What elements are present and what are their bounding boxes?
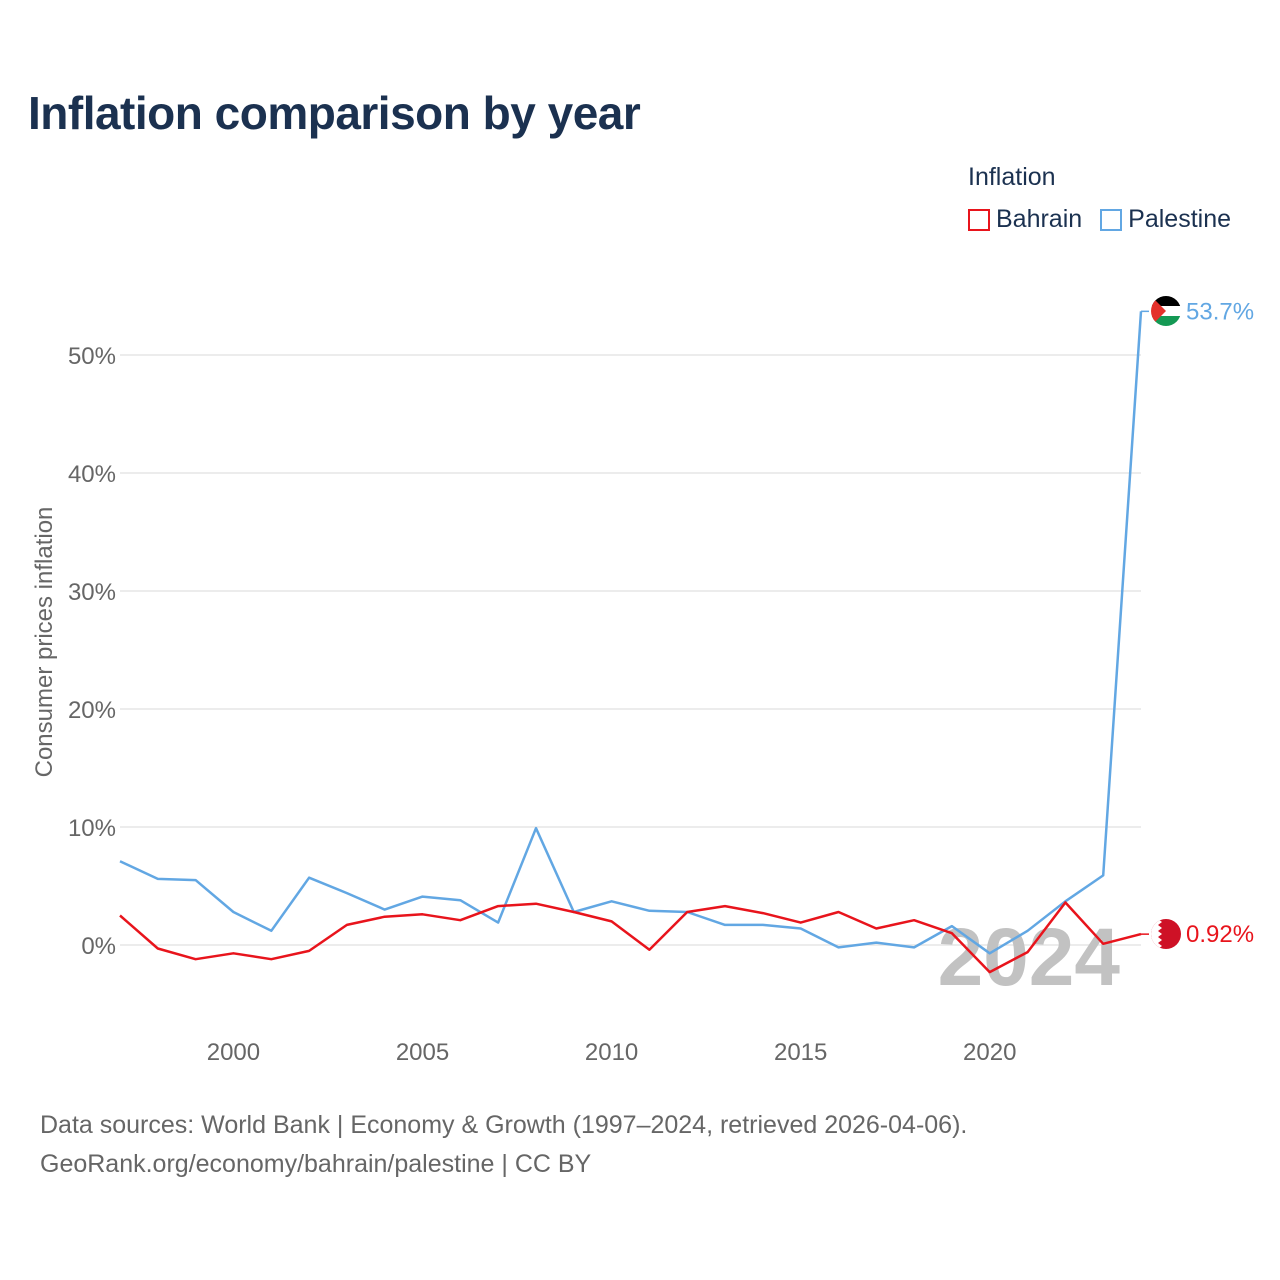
x-tick-label: 2005 xyxy=(396,1039,449,1066)
y-tick-label: 0% xyxy=(81,933,116,960)
footer: Data sources: World Bank | Economy & Gro… xyxy=(40,1106,967,1184)
x-tick-label: 2010 xyxy=(585,1039,638,1066)
x-tick-label: 2020 xyxy=(963,1039,1016,1066)
end-label-bahrain: 0.92% xyxy=(1186,921,1254,948)
legend-item-palestine[interactable]: Palestine xyxy=(1100,205,1231,234)
legend-item-bahrain[interactable]: Bahrain xyxy=(968,205,1082,234)
end-label-palestine: 53.7% xyxy=(1186,298,1254,325)
chart-title: Inflation comparison by year xyxy=(28,87,641,139)
footer-link[interactable]: GeoRank.org/economy/bahrain/palestine | … xyxy=(40,1150,592,1178)
year-watermark: 2024 xyxy=(938,912,1121,1003)
legend-title: Inflation xyxy=(968,163,1056,191)
legend: Bahrain Palestine xyxy=(968,205,1249,234)
footer-sources: Data sources: World Bank | Economy & Gro… xyxy=(40,1111,968,1139)
palestine-flag-icon xyxy=(1151,296,1181,326)
legend-label-bahrain: Bahrain xyxy=(996,205,1083,233)
series-line-palestine[interactable] xyxy=(119,311,1143,955)
y-axis-label: Consumer prices inflation xyxy=(31,507,58,778)
x-tick-label: 2000 xyxy=(207,1039,260,1066)
series-line-bahrain[interactable] xyxy=(119,901,1142,974)
legend-label-palestine: Palestine xyxy=(1128,205,1232,233)
bahrain-flag-icon xyxy=(1151,919,1181,949)
y-tick-label: 20% xyxy=(68,697,116,724)
legend-swatch-palestine xyxy=(1100,208,1123,231)
y-tick-label: 10% xyxy=(68,815,116,842)
y-tick-label: 30% xyxy=(68,579,116,606)
x-tick-label: 2015 xyxy=(774,1039,827,1066)
legend-swatch-bahrain xyxy=(968,208,990,231)
y-tick-label: 50% xyxy=(68,343,116,370)
y-tick-label: 40% xyxy=(68,461,116,488)
